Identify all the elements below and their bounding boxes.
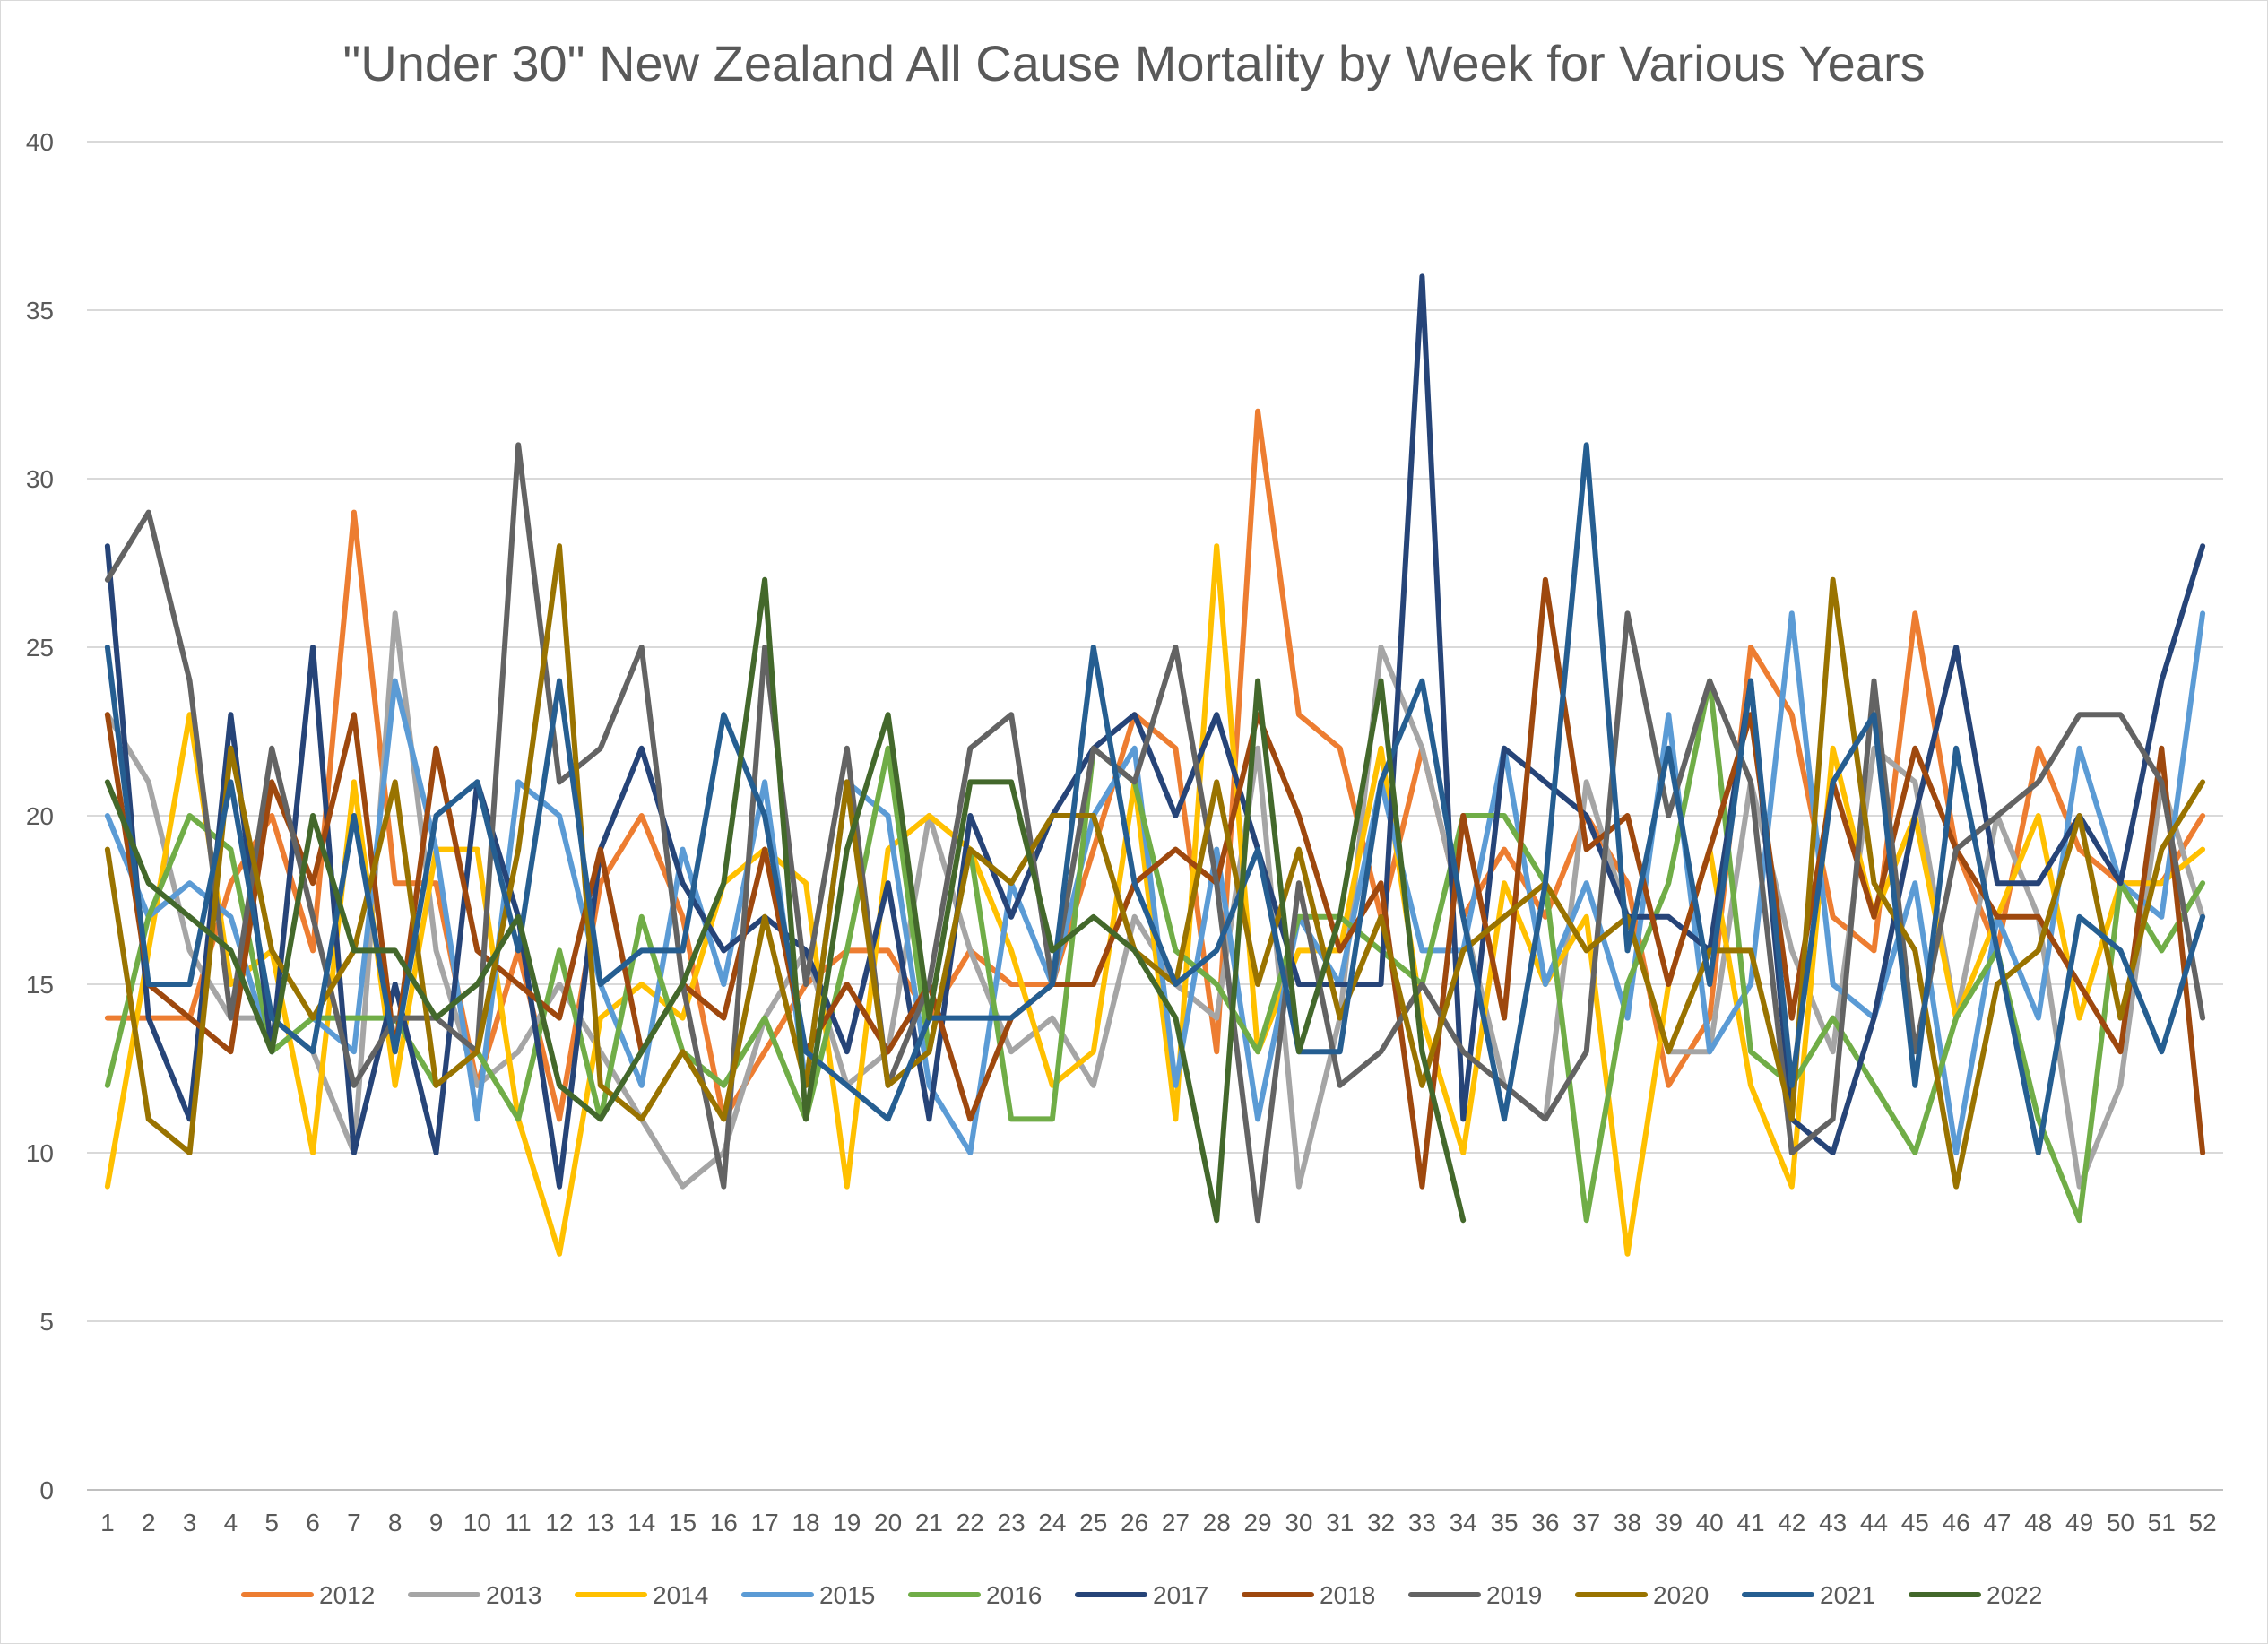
gridlines (87, 141, 2223, 1491)
x-tick-label: 6 (306, 1509, 320, 1536)
x-tick-label: 19 (833, 1509, 861, 1536)
series-line-2020 (104, 543, 2206, 1190)
x-tick-label: 24 (1038, 1509, 1066, 1536)
x-tick-label: 11 (506, 1509, 532, 1536)
x-tick-label: 25 (1079, 1509, 1107, 1536)
x-tick-label: 32 (1367, 1509, 1395, 1536)
x-tick-label: 35 (1490, 1509, 1518, 1536)
legend-item-2022: 2022 (1909, 1581, 2042, 1609)
x-tick-label: 21 (915, 1509, 943, 1536)
x-tick-label: 29 (1243, 1509, 1271, 1536)
y-tick-label: 30 (26, 465, 54, 493)
series-lines (104, 273, 2206, 1257)
x-tick-label: 39 (1655, 1509, 1683, 1536)
x-tick-label: 5 (264, 1509, 279, 1536)
series-line-2021 (104, 442, 2206, 1155)
legend-label: 2012 (319, 1581, 375, 1609)
x-tick-label: 46 (1943, 1509, 1970, 1536)
x-tick-label: 7 (347, 1509, 361, 1536)
series-line-2022 (104, 576, 1467, 1224)
y-tick-label: 35 (26, 297, 54, 324)
x-tick-label: 30 (1285, 1509, 1312, 1536)
x-tick-label: 26 (1121, 1509, 1148, 1536)
chart-title: "Under 30" New Zealand All Cause Mortali… (342, 35, 1925, 91)
x-tick-label: 10 (463, 1509, 491, 1536)
x-tick-label: 48 (2024, 1509, 2052, 1536)
legend-item-2013: 2013 (408, 1581, 541, 1609)
y-tick-label: 40 (26, 128, 54, 156)
legend: 2012 2013 2014 2015 2016 2017 2018 2019 2020 2021… (241, 1581, 2042, 1609)
x-tick-label: 45 (1901, 1509, 1929, 1536)
y-tick-label: 20 (26, 802, 54, 830)
legend-item-2016: 2016 (908, 1581, 1042, 1609)
legend-item-2014: 2014 (575, 1581, 708, 1609)
x-tick-label: 36 (1531, 1509, 1559, 1536)
series-line-2017 (104, 273, 2206, 1190)
x-tick-label: 23 (998, 1509, 1026, 1536)
x-tick-label: 1 (100, 1509, 115, 1536)
x-tick-label: 28 (1203, 1509, 1231, 1536)
x-tick-label: 50 (2107, 1509, 2134, 1536)
x-tick-label: 37 (1572, 1509, 1600, 1536)
y-tick-label: 0 (39, 1476, 54, 1504)
x-tick-label: 16 (710, 1509, 738, 1536)
y-tick-label: 5 (39, 1308, 54, 1336)
legend-item-2019: 2019 (1408, 1581, 1542, 1609)
legend-label: 2017 (1153, 1581, 1208, 1609)
x-tick-label: 33 (1408, 1509, 1436, 1536)
y-tick-label: 15 (26, 971, 54, 999)
x-tick-label: 9 (429, 1509, 444, 1536)
legend-item-2018: 2018 (1242, 1581, 1375, 1609)
x-tick-label: 20 (874, 1509, 902, 1536)
x-tick-label: 27 (1162, 1509, 1190, 1536)
x-tick-label: 22 (957, 1509, 984, 1536)
legend-label: 2013 (486, 1581, 541, 1609)
x-tick-label: 4 (224, 1509, 238, 1536)
legend-label: 2018 (1320, 1581, 1375, 1609)
x-tick-label: 3 (183, 1509, 197, 1536)
y-axis-ticks: 0 5 10 15 20 25 30 35 40 (26, 128, 54, 1504)
legend-item-2015: 2015 (741, 1581, 875, 1609)
x-tick-label: 31 (1326, 1509, 1354, 1536)
series-line-2019 (104, 442, 2206, 1224)
x-tick-label: 2 (142, 1509, 156, 1536)
x-tick-label: 38 (1614, 1509, 1641, 1536)
x-tick-label: 15 (669, 1509, 697, 1536)
legend-label: 2015 (819, 1581, 875, 1609)
legend-item-2021: 2021 (1742, 1581, 1875, 1609)
x-tick-label: 40 (1696, 1509, 1724, 1536)
y-tick-label: 10 (26, 1139, 54, 1167)
x-tick-label: 52 (2189, 1509, 2217, 1536)
series-line-2018 (104, 576, 2206, 1190)
legend-item-2012: 2012 (241, 1581, 375, 1609)
x-tick-label: 34 (1450, 1509, 1477, 1536)
legend-label: 2022 (1987, 1581, 2042, 1609)
x-tick-label: 42 (1778, 1509, 1805, 1536)
legend-label: 2019 (1486, 1581, 1542, 1609)
x-tick-label: 49 (2065, 1509, 2093, 1536)
legend-label: 2021 (1820, 1581, 1875, 1609)
x-tick-label: 13 (586, 1509, 614, 1536)
x-tick-label: 47 (1983, 1509, 2011, 1536)
legend-label: 2016 (986, 1581, 1042, 1609)
legend-item-2020: 2020 (1575, 1581, 1709, 1609)
x-axis-ticks: 1 2 3 4 5 6 7 8 9 10 11 12 13 14 15 16 17 18 19 20 21 22 23 24 2… (100, 1509, 2217, 1536)
legend-label: 2020 (1653, 1581, 1709, 1609)
legend-label: 2014 (653, 1581, 708, 1609)
x-tick-label: 17 (751, 1509, 779, 1536)
x-tick-label: 12 (545, 1509, 573, 1536)
x-tick-label: 8 (388, 1509, 403, 1536)
x-tick-label: 14 (628, 1509, 655, 1536)
x-tick-label: 51 (2148, 1509, 2176, 1536)
x-tick-label: 44 (1860, 1509, 1888, 1536)
y-tick-label: 25 (26, 634, 54, 662)
legend-item-2017: 2017 (1075, 1581, 1208, 1609)
x-tick-label: 43 (1819, 1509, 1847, 1536)
x-tick-label: 41 (1736, 1509, 1764, 1536)
x-tick-label: 18 (792, 1509, 819, 1536)
